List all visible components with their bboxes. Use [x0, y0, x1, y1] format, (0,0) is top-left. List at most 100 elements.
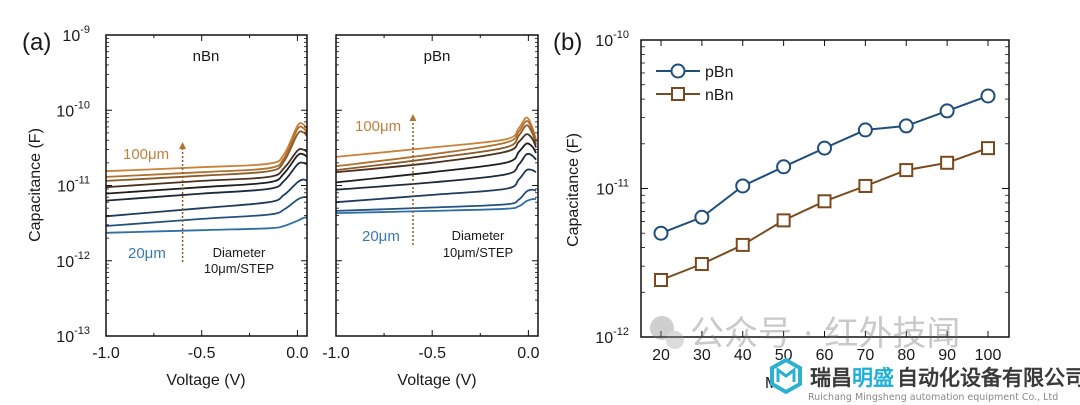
y-tick-label: 10-12	[56, 250, 90, 271]
curve-70um	[335, 133, 537, 174]
series-b	[653, 88, 996, 288]
plot-frame-pbn	[335, 34, 539, 337]
wechat-watermark-text: 公众号 · 红外技闻	[690, 314, 960, 354]
wechat-icon-bubble	[666, 331, 684, 349]
panel-a-pbn: pBn Voltage (V) -1.0 -0.5 0.0 100μm 20μm D…	[322, 34, 540, 389]
curve-40um	[335, 168, 537, 204]
y-tick-label: 10-10	[595, 29, 629, 50]
x-axis-label-pbn: Voltage (V)	[397, 372, 476, 389]
data-point-nBn	[694, 257, 709, 272]
y-tick-label: 10-10	[56, 99, 90, 120]
data-point-pBn	[776, 159, 792, 175]
curve-100um	[335, 116, 537, 158]
x-axis-label-a: Voltage (V)	[166, 372, 245, 389]
panel-label-b: (b)	[553, 29, 582, 56]
label-20um-a: 20μm	[128, 245, 166, 262]
series-line-nBn	[660, 147, 989, 281]
curve-50um	[105, 161, 308, 202]
curve-90um	[335, 120, 537, 168]
curve-30um	[105, 196, 308, 227]
x-tick-label: 100	[975, 347, 1002, 364]
legend-b: pBn nBn	[656, 63, 733, 104]
note-step-a: 10μm/STEP	[204, 261, 274, 276]
x-tick-label: 0.0	[517, 345, 539, 362]
data-point-pBn	[817, 140, 832, 156]
x-tick-label: 80	[897, 347, 915, 364]
data-point-pBn	[898, 118, 914, 134]
data-point-pBn	[980, 88, 996, 104]
y-tick-label: 10-12	[595, 326, 629, 347]
data-point-nBn	[776, 213, 791, 228]
curves-a	[105, 122, 308, 234]
data-point-pBn	[735, 178, 751, 194]
x-tick-label: -1.0	[92, 345, 120, 362]
plot-frame-b	[640, 39, 1010, 338]
company-logo-mark	[776, 367, 796, 382]
curve-40um	[105, 178, 308, 218]
panel-a-nbn: (a) Capacitance (F) nBn Voltage (V) -1.0…	[22, 24, 309, 389]
panel-title-pbn: pBn	[424, 48, 451, 65]
data-point-nBn	[817, 194, 832, 209]
x-tick-label: 20	[652, 347, 670, 364]
legend-marker-nbn	[671, 87, 685, 101]
watermark-company: 瑞昌明盛 自动化设备有限公司 Ruichang Mingsheng automat…	[770, 357, 1080, 403]
curve-20um	[335, 198, 537, 214]
label-20um-pbn: 20μm	[362, 228, 400, 245]
data-point-pBn	[653, 225, 669, 241]
x-tick-label: 60	[816, 347, 834, 364]
data-point-nBn	[981, 141, 995, 156]
y-tick-label: 10-9	[62, 24, 90, 45]
legend-label-pbn: pBn	[705, 64, 733, 81]
note-diameter-a: Diameter	[213, 245, 266, 260]
data-point-pBn	[939, 103, 955, 119]
x-tick-label: 70	[856, 347, 874, 364]
note-step-pbn: 10μm/STEP	[443, 245, 513, 260]
curve-70um	[105, 148, 308, 189]
x-tick-label: -1.0	[322, 345, 350, 362]
curve-80um	[335, 124, 537, 171]
y-tick-label: 10-11	[596, 178, 629, 199]
curve-100um	[105, 122, 308, 173]
y-tick-label: 10-11	[57, 175, 90, 196]
company-name-cn: 瑞昌明盛 自动化设备有限公司	[810, 366, 1080, 390]
x-tick-label: 40	[734, 347, 752, 364]
y-tick-label: 10-13	[56, 325, 90, 346]
wechat-icon	[650, 316, 674, 340]
curve-30um	[335, 188, 537, 212]
arrowhead-pbn	[409, 114, 417, 121]
curve-60um	[335, 142, 537, 184]
data-point-nBn	[899, 163, 914, 178]
x-tick-label: 0.0	[286, 345, 308, 362]
x-tick-label: -0.5	[418, 345, 446, 362]
data-point-nBn	[654, 273, 668, 288]
panel-label-a: (a)	[22, 29, 51, 56]
data-point-pBn	[694, 209, 710, 225]
data-point-nBn	[735, 237, 750, 252]
company-name-part3: 自动化设备有限公司	[897, 366, 1080, 390]
curve-80um	[105, 130, 308, 182]
data-point-nBn	[940, 155, 955, 170]
y-axis-label-a: Capacitance (F)	[27, 128, 44, 242]
x-tick-label: 90	[938, 347, 956, 364]
curves-pbn	[335, 116, 537, 214]
panel-title-nbn: nBn	[193, 48, 220, 65]
data-point-nBn	[858, 178, 873, 193]
legend-label-nbn: nBn	[705, 87, 733, 104]
panel-b: (b) Capacitance (F) 20 30 40 50 60 70 80 90 1001…	[553, 29, 1010, 392]
label-100um-a: 100μm	[123, 146, 169, 163]
watermark-wechat: 公众号 · 红外技闻	[650, 314, 960, 354]
x-tick-label: -0.5	[188, 345, 216, 362]
curve-90um	[105, 125, 308, 178]
arrowhead-a	[179, 142, 187, 149]
x-tick-label: 30	[693, 347, 711, 364]
company-name-part2: 明盛	[852, 366, 894, 390]
data-point-pBn	[857, 122, 873, 138]
y-axis-label-b: Capacitance (F)	[565, 133, 582, 247]
company-name-part1: 瑞昌	[810, 366, 852, 390]
curve-50um	[335, 152, 537, 191]
ticks-pbn: -1.0 -0.5 0.0	[322, 34, 540, 362]
curve-60um	[105, 152, 308, 195]
curve-20um	[105, 216, 308, 234]
label-100um-pbn: 100μm	[355, 118, 401, 135]
